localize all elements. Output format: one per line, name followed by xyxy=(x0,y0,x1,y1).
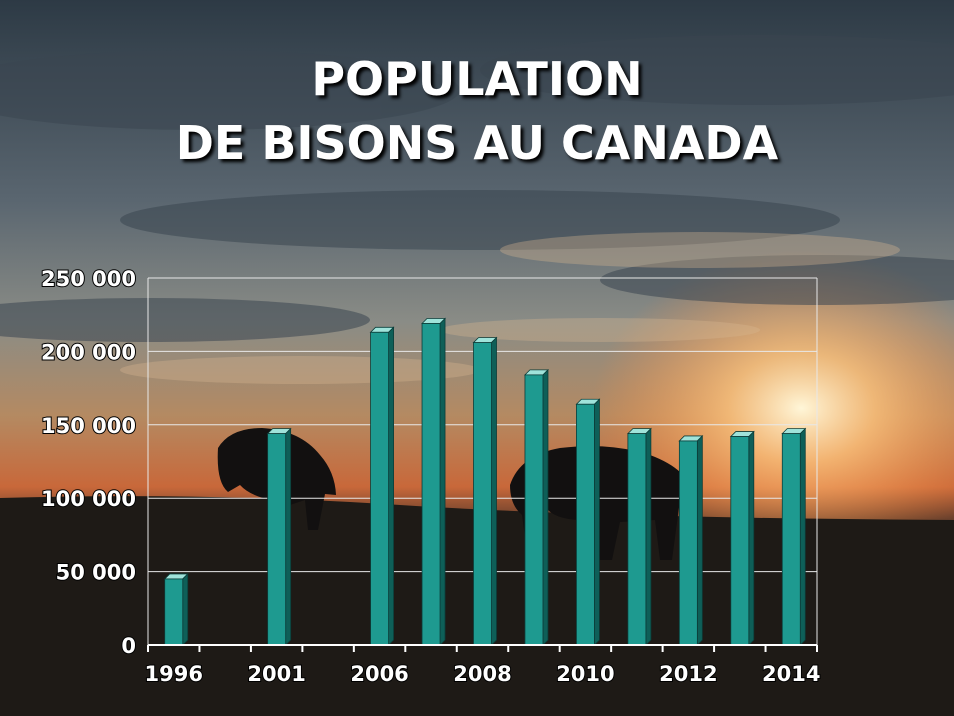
y-tick-label: 250 000 xyxy=(41,267,136,291)
bar-2011 xyxy=(626,427,652,646)
bar-2013 xyxy=(729,430,755,646)
x-tick-label: 2008 xyxy=(453,662,511,686)
x-tick-label: 2006 xyxy=(350,662,408,686)
chart-axes xyxy=(147,278,818,652)
x-tick-label: 2012 xyxy=(659,662,717,686)
y-axis-tick-labels: 0 50 000 100 000 150 000 200 000 250 000 xyxy=(40,266,137,659)
bar-2007 xyxy=(421,317,447,646)
y-tick-label: 100 000 xyxy=(41,487,136,511)
x-tick-label: 1996 xyxy=(145,662,203,686)
x-axis-tick-labels: 1996 2001 2006 2008 2010 2012 2014 xyxy=(144,661,822,687)
y-tick-label: 50 000 xyxy=(56,561,136,585)
chart-bars xyxy=(163,317,807,646)
y-tick-label: 200 000 xyxy=(41,340,136,364)
bar-2012 xyxy=(678,434,704,646)
y-tick-label: 0 xyxy=(121,634,136,658)
x-tick-label: 2001 xyxy=(247,662,305,686)
bar-2014 xyxy=(781,427,807,646)
bar-2010 xyxy=(575,398,601,646)
bar-2009 xyxy=(523,368,549,646)
x-tick-label: 2014 xyxy=(762,662,820,686)
bar-2006 xyxy=(369,326,395,646)
page-title: POPULATION xyxy=(311,52,643,106)
page-subtitle: DE BISONS AU CANADA xyxy=(175,116,779,170)
bar-2008 xyxy=(472,336,498,646)
y-tick-label: 150 000 xyxy=(41,414,136,438)
bar-1996 xyxy=(163,572,189,646)
bar-2001 xyxy=(266,427,292,646)
x-tick-label: 2010 xyxy=(556,662,614,686)
